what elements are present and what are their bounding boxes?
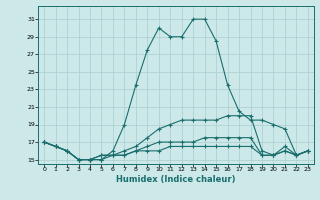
X-axis label: Humidex (Indice chaleur): Humidex (Indice chaleur) [116, 175, 236, 184]
